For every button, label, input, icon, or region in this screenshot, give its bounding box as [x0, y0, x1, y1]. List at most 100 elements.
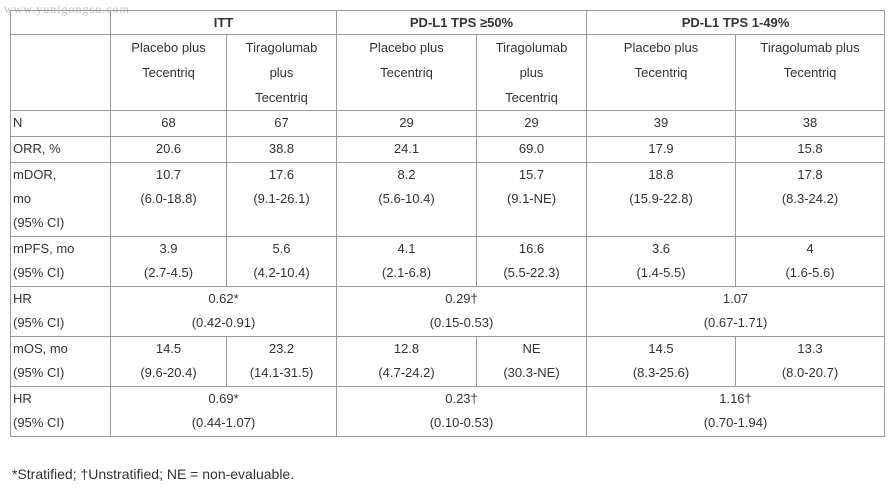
- cell-line: mo: [13, 191, 32, 206]
- cell-line: (15.9-22.8): [629, 191, 693, 206]
- cell-line: (2.7-4.5): [143, 265, 194, 280]
- cell-line: 0.62*: [208, 291, 239, 306]
- cell-line: Tecentriq: [505, 90, 558, 105]
- value-cell: 13.3 (8.0-20.7): [735, 336, 886, 387]
- cell-line: 16.6: [518, 241, 545, 256]
- cell-line: (95% CI): [13, 215, 65, 230]
- group-header: PD-L1 TPS ≥50%: [335, 10, 588, 35]
- value-cell: 18.8 (15.9-22.8): [586, 162, 737, 237]
- value-cell: 69.0: [475, 136, 588, 163]
- cell-line: plus: [269, 65, 294, 80]
- row-label: mDOR, mo (95% CI): [10, 162, 111, 237]
- cell-line: 1.07: [722, 291, 749, 306]
- value-cell: 0.23† (0.10-0.53): [335, 386, 588, 437]
- value-cell: 1.16† (0.70-1.94): [586, 386, 886, 437]
- arm-header: Placebo plus Tecentriq: [586, 34, 737, 111]
- value-cell: 12.8 (4.7-24.2): [336, 336, 477, 387]
- cell-line: (95% CI): [13, 415, 65, 430]
- cell-line: mDOR,: [13, 167, 57, 182]
- cell-line: Tiragolumab: [495, 40, 568, 55]
- cell-line: Tecentriq: [380, 65, 433, 80]
- cell-line: (0.10-0.53): [429, 415, 494, 430]
- row-label: mPFS, mo (95% CI): [10, 236, 111, 287]
- cell-line: 17.6: [268, 167, 295, 182]
- cell-line: NE: [522, 341, 541, 356]
- cell-line: (8.3-25.6): [632, 365, 690, 380]
- group-header: ITT: [110, 10, 337, 35]
- cell-line: Tiragolumab: [245, 40, 318, 55]
- cell-line: 38.8: [268, 141, 295, 156]
- row-label: ORR, %: [10, 136, 111, 163]
- cell-line: (0.44-1.07): [191, 415, 256, 430]
- cell-line: (6.0-18.8): [140, 191, 197, 206]
- cell-line: Placebo plus: [369, 40, 444, 55]
- cell-line: (30.3-NE): [503, 365, 560, 380]
- cell-line: 13.3: [797, 341, 823, 356]
- cell-line: Tecentriq: [255, 90, 308, 105]
- cell-line: (9.1-26.1): [253, 191, 310, 206]
- cell-line: Placebo plus: [131, 40, 206, 55]
- cell-line: (14.1-31.5): [249, 365, 314, 380]
- arm-header: Tiragolumab plus Tecentriq: [475, 34, 588, 111]
- footnote: *Stratified; †Unstratified; NE = non-eva…: [12, 466, 295, 482]
- cell-line: 17.9: [648, 141, 674, 156]
- cell-line: 15.7: [518, 167, 545, 182]
- cell-line: plus: [519, 65, 544, 80]
- cell-line: mOS, mo: [13, 341, 68, 356]
- cell-line: N: [13, 115, 23, 130]
- data-row: N 68 67 29 29 39 38: [10, 110, 886, 137]
- value-cell: 24.1: [336, 136, 477, 163]
- cell-line: (5.6-10.4): [378, 191, 435, 206]
- value-cell: 0.62* (0.42-0.91): [110, 286, 337, 337]
- value-cell: 17.6 (9.1-26.1): [226, 162, 337, 237]
- row-label: HR (95% CI): [10, 286, 111, 337]
- row-label: N: [10, 110, 111, 137]
- cell-line: (4.2-10.4): [253, 265, 310, 280]
- cell-line: Tecentriq: [142, 65, 195, 80]
- value-cell: 0.29† (0.15-0.53): [335, 286, 588, 337]
- value-cell: 1.07 (0.67-1.71): [586, 286, 886, 337]
- cell-line: 8.2: [397, 167, 416, 182]
- cell-line: HR: [13, 291, 32, 306]
- cell-line: (0.67-1.71): [703, 315, 768, 330]
- arm-header: Placebo plus Tecentriq: [110, 34, 227, 111]
- value-cell: 3.6 (1.4-5.5): [586, 236, 737, 287]
- cell-line: 68: [161, 115, 176, 130]
- value-cell: 5.6 (4.2-10.4): [226, 236, 337, 287]
- cell-line: 67: [274, 115, 289, 130]
- data-row: mOS, mo (95% CI) 14.5 (9.6-20.4) 23.2 (14.1-3…: [10, 336, 886, 387]
- cell-line: 15.8: [797, 141, 823, 156]
- value-cell: 38.8: [226, 136, 337, 163]
- value-cell: 0.69* (0.44-1.07): [110, 386, 337, 437]
- corner-cell: [10, 34, 111, 111]
- cell-line: 4.1: [397, 241, 416, 256]
- value-cell: 20.6: [110, 136, 227, 163]
- value-cell: 14.5 (8.3-25.6): [586, 336, 737, 387]
- cell-line: 69.0: [518, 141, 545, 156]
- cell-line: 3.6: [651, 241, 671, 256]
- cell-line: (0.15-0.53): [429, 315, 494, 330]
- cell-line: 3.9: [159, 241, 178, 256]
- cell-line: (95% CI): [13, 365, 65, 380]
- cell-line: (8.0-20.7): [781, 365, 839, 380]
- row-label: mOS, mo (95% CI): [10, 336, 111, 387]
- data-row: mPFS, mo (95% CI) 3.9 (2.7-4.5) 5.6 (4.2-10.4…: [10, 236, 886, 287]
- cell-line: Tiragolumab plus: [760, 40, 860, 55]
- cell-line: (9.6-20.4): [140, 365, 197, 380]
- data-row: HR (95% CI) 0.69* (0.44-1.07) 0.23† (0.10-0.5…: [10, 386, 886, 437]
- cell-line: 29: [524, 115, 539, 130]
- cell-line: 18.8: [648, 167, 674, 182]
- cell-line: 14.5: [648, 341, 674, 356]
- group-header: PD-L1 TPS 1-49%: [586, 10, 886, 35]
- value-cell: 4 (1.6-5.6): [735, 236, 886, 287]
- cell-line: (0.42-0.91): [191, 315, 256, 330]
- value-cell: 29: [336, 110, 477, 137]
- cell-line: (4.7-24.2): [378, 365, 435, 380]
- cell-line: 24.1: [393, 141, 420, 156]
- cell-line: Tecentriq: [634, 65, 688, 80]
- arm-header: Tiragolumab plus Tecentriq: [735, 34, 886, 111]
- cell-line: Tecentriq: [783, 65, 837, 80]
- value-cell: 3.9 (2.7-4.5): [110, 236, 227, 287]
- cell-line: (0.70-1.94): [703, 415, 768, 430]
